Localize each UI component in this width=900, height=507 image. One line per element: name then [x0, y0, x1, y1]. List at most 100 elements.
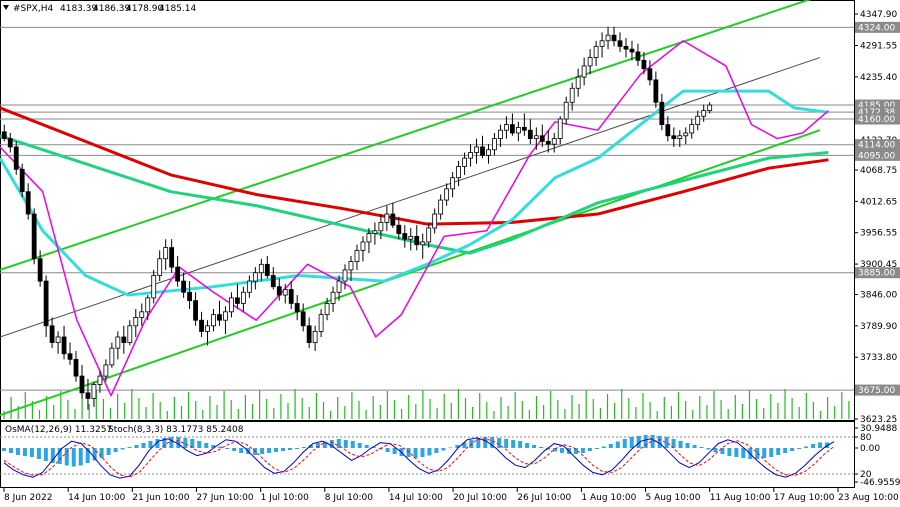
candle-body [677, 135, 683, 139]
stoch-main-line [3, 437, 835, 479]
candle-body [444, 188, 450, 201]
dropdown-triangle-icon[interactable] [3, 5, 9, 10]
x-axis: 8 Jun 2022 14 Jun 10:00 21 Jun 10:00 27 Jun… [3, 488, 899, 503]
candle-body [175, 266, 181, 282]
channel-line [0, 57, 821, 338]
candle-body [163, 247, 169, 260]
y-axis: 4347.904291.554235.404122.704068.754012.… [854, 10, 897, 425]
candle-body [515, 126, 521, 134]
x-tick-label: 21 Jun 10:00 [132, 493, 189, 503]
candle-body [378, 222, 384, 232]
level-label-bg [855, 106, 900, 118]
candle-body [683, 132, 689, 137]
candle-body [258, 263, 264, 274]
x-tick-label: 17 Aug 10:00 [774, 493, 835, 503]
candle-body [420, 241, 426, 246]
candle-body [282, 289, 288, 296]
candle-body [372, 230, 378, 234]
candle-body [366, 233, 372, 243]
sma-line [0, 134, 829, 255]
candle-body [641, 59, 647, 70]
osc-y-tick-label: 0.00 [860, 444, 880, 454]
candle-body [55, 336, 61, 343]
level-label: 3675.00 [858, 386, 895, 396]
candle-body [617, 40, 623, 47]
level-label: 3885.00 [858, 269, 895, 279]
candle-body [414, 235, 420, 246]
y-tick-label: 4347.90 [860, 10, 897, 20]
candle-body [187, 291, 192, 302]
candle-body [611, 34, 617, 42]
osc-y-tick-label: 80 [860, 433, 872, 443]
candle-body [468, 152, 473, 159]
level-label-bg [855, 384, 900, 396]
osc-y-tick-label: -46.9559 [860, 478, 900, 488]
candle-body [49, 325, 55, 343]
candle-body [79, 375, 85, 394]
level-label: 4324.00 [858, 23, 895, 33]
y-tick-label: 3789.90 [860, 322, 897, 332]
candle-body [587, 57, 593, 67]
candle-body [408, 235, 414, 240]
candle-body [545, 140, 551, 145]
header-low: 4178.90 [126, 4, 163, 14]
candle-body [701, 110, 707, 117]
candle-body [330, 291, 336, 304]
main-series [0, 0, 829, 417]
candle-body [551, 138, 557, 145]
candle-body [127, 325, 133, 343]
candle-body [103, 364, 109, 377]
candle-body [504, 124, 509, 131]
candle-body [480, 146, 485, 156]
candle-body [324, 303, 330, 316]
candle-body [539, 135, 545, 142]
candle-body [665, 124, 671, 137]
candle-body [474, 146, 479, 153]
candle-body [121, 336, 127, 343]
candle-body [240, 291, 246, 304]
level-label: 4114.00 [858, 141, 895, 151]
candle-body [193, 300, 198, 321]
oscillator-plot-frame [0, 421, 855, 488]
x-tick-label: 1 Aug 10:00 [581, 493, 636, 503]
candle-body [235, 297, 240, 304]
candle-body [521, 126, 527, 131]
candle-body [509, 124, 515, 134]
candle-body [199, 319, 204, 332]
y-tick-label: 4291.55 [860, 41, 897, 51]
osma-label: OsMA(12,26,9) 11.3257 [5, 425, 112, 435]
candle-body [671, 135, 677, 139]
candle-body [557, 118, 563, 139]
osc-y-tick-label: 30.9488 [860, 424, 897, 434]
y-tick-label: 3900.45 [860, 260, 897, 270]
candle-body [223, 311, 228, 321]
candle-body [581, 65, 587, 78]
candle-body [653, 79, 659, 103]
level-label-bg [855, 149, 900, 161]
stoch-label: Stoch(8,3,3) 83.1773 85.2408 [108, 425, 244, 435]
candle-body [145, 297, 151, 313]
candle-body [151, 275, 157, 299]
candle-body [402, 233, 408, 240]
candle-body [85, 392, 91, 399]
candle-body [450, 177, 456, 190]
x-tick-label: 14 Jul 10:00 [389, 493, 443, 503]
candlesticks [1, 26, 713, 410]
level-label-bg [855, 139, 900, 151]
candle-body [300, 311, 306, 327]
header-open: 4183.39 [60, 4, 97, 14]
candle-body [348, 261, 354, 271]
candle-body [689, 124, 695, 134]
candle-body [486, 149, 491, 156]
y-tick-label: 3846.00 [860, 291, 897, 301]
candle-body [169, 247, 175, 268]
candle-body [276, 286, 282, 296]
candle-body [264, 263, 270, 276]
candle-body [599, 40, 605, 47]
candle-body [336, 280, 342, 293]
candle-body [384, 213, 390, 223]
header-close: 4185.14 [159, 4, 196, 14]
candle-body [115, 336, 121, 349]
